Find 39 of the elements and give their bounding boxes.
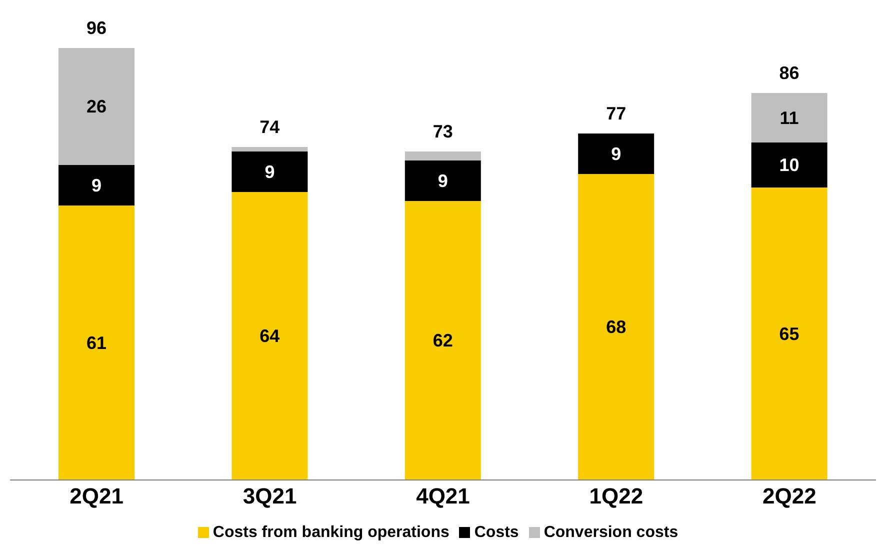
x-tick-label: 2Q22 bbox=[762, 484, 816, 509]
legend-label: Costs from banking operations bbox=[212, 524, 450, 541]
x-tick-label: 1Q22 bbox=[589, 484, 644, 509]
bar bbox=[232, 152, 308, 192]
total-label: 74 bbox=[260, 117, 280, 137]
data-label: 26 bbox=[86, 96, 107, 116]
total-label: 77 bbox=[606, 104, 626, 124]
bar bbox=[232, 192, 308, 480]
bar bbox=[404, 152, 481, 160]
bar bbox=[751, 142, 828, 188]
data-label: 11 bbox=[780, 108, 799, 128]
data-label: 9 bbox=[264, 162, 275, 182]
data-label: 64 bbox=[260, 326, 280, 346]
total-label: 86 bbox=[779, 63, 800, 83]
data-label: 9 bbox=[91, 175, 102, 196]
data-label: 61 bbox=[86, 332, 107, 353]
bar bbox=[751, 188, 828, 480]
bar bbox=[578, 134, 654, 174]
bar bbox=[404, 201, 481, 480]
total-label: 96 bbox=[86, 18, 107, 38]
bar bbox=[751, 93, 828, 142]
data-label: 65 bbox=[779, 324, 800, 344]
data-label: 68 bbox=[606, 317, 626, 337]
x-tick-label: 2Q21 bbox=[70, 484, 124, 509]
legend-label: Conversion costs bbox=[544, 524, 678, 541]
data-label: 9 bbox=[611, 144, 622, 164]
total-label: 73 bbox=[432, 122, 453, 142]
legend-label: Costs bbox=[474, 524, 519, 541]
bar bbox=[58, 206, 134, 480]
bar bbox=[58, 48, 134, 165]
data-label: 62 bbox=[432, 330, 453, 350]
bar bbox=[232, 147, 308, 152]
data-label: 10 bbox=[779, 155, 800, 175]
x-tick-label: 4Q21 bbox=[416, 484, 470, 509]
bar bbox=[404, 160, 481, 201]
x-tick-label: 3Q21 bbox=[242, 484, 297, 509]
bar bbox=[58, 165, 134, 206]
bar bbox=[578, 174, 654, 480]
data-label: 9 bbox=[438, 170, 448, 191]
